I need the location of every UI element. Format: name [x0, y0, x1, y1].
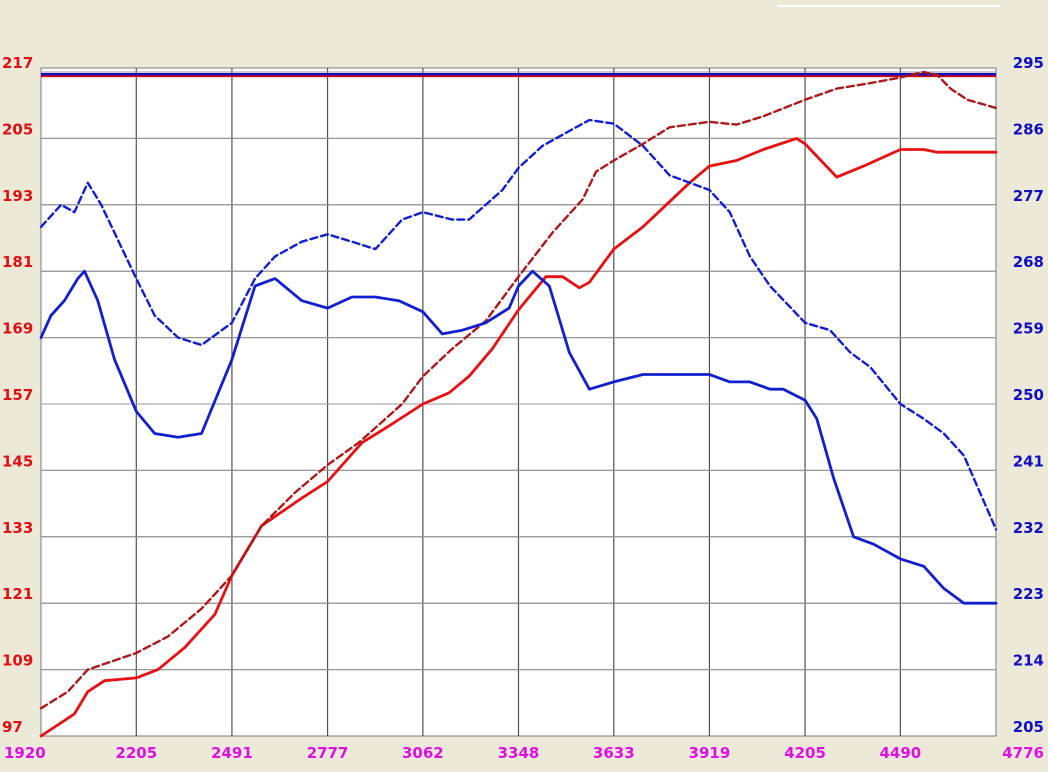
x-tick-label: 3633	[593, 744, 635, 762]
x-tick-label: 3062	[402, 744, 444, 762]
series-line-right-dashed	[39, 118, 998, 531]
y-left-tick-label: 169	[2, 320, 33, 338]
y-right-tick-label: 241	[1013, 452, 1044, 470]
series-lines	[39, 70, 998, 738]
y-right-tick-label: 259	[1013, 320, 1044, 338]
y-right-tick-label: 277	[1013, 187, 1044, 205]
y-right-tick-label: 286	[1013, 120, 1044, 138]
x-tick-label: 2777	[307, 744, 349, 762]
x-tick-label: 2491	[211, 744, 253, 762]
x-tick-label: 3348	[498, 744, 540, 762]
x-tick-label: 4205	[784, 744, 826, 762]
y-left-tick-label: 157	[2, 386, 33, 404]
y-left-tick-label: 97	[2, 718, 23, 736]
tick-labels: 1920 2205 2491 2777 3062 3348 3633 3919 4205 4490…	[2, 54, 1044, 762]
y-left-tick-label: 217	[2, 54, 33, 72]
y-right-tick-label: 205	[1013, 718, 1044, 736]
x-tick-label: 4490	[879, 744, 921, 762]
y-left-tick-label: 145	[2, 452, 33, 470]
y-right-tick-label: 295	[1013, 54, 1044, 72]
y-right-tick-label: 223	[1013, 585, 1044, 603]
y-right-tick-label: 268	[1013, 253, 1044, 271]
series-line-left-solid	[39, 137, 998, 738]
y-left-tick-label: 133	[2, 519, 33, 537]
y-left-tick-label: 193	[2, 187, 33, 205]
y-right-tick-label: 250	[1013, 386, 1044, 404]
x-tick-label: 4776	[1002, 744, 1044, 762]
y-left-tick-label: 181	[2, 253, 33, 271]
y-right-tick-label: 214	[1013, 652, 1044, 670]
x-tick-label: 2205	[115, 744, 157, 762]
x-tick-label: 3919	[689, 744, 731, 762]
title-bar-line	[778, 5, 1000, 7]
y-right-tick-label: 232	[1013, 519, 1044, 537]
reference-lines	[41, 72, 996, 78]
grid-lines	[41, 68, 996, 736]
x-tick-label: 1920	[4, 744, 46, 762]
y-left-tick-label: 121	[2, 585, 33, 603]
series-line-right-solid	[39, 269, 998, 605]
series-line-left-dashed	[39, 70, 998, 710]
y-left-tick-label: 205	[2, 120, 33, 138]
y-left-tick-label: 109	[2, 652, 33, 670]
